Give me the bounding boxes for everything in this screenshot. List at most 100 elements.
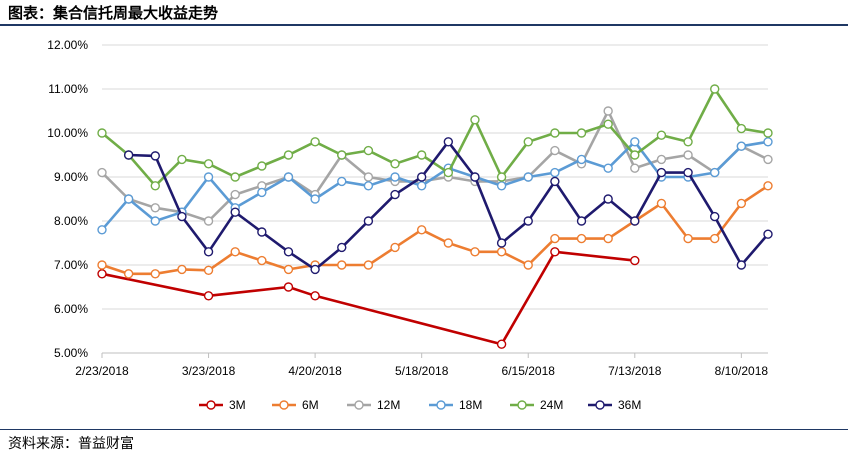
data-point [177,154,187,165]
series-line [101,140,769,231]
data-point [97,225,107,235]
series-line [101,184,769,276]
data-point [496,238,507,248]
data-point [203,247,214,257]
data-point [283,172,294,182]
data-point [257,255,267,266]
data-point [656,167,667,178]
data-point [230,207,240,217]
data-point [630,137,640,147]
data-point [550,233,560,244]
y-tick-label: 12.00% [47,38,88,52]
data-point [363,260,374,270]
x-tick-label: 8/10/2018 [715,364,769,378]
data-point [283,282,294,292]
data-point [603,163,613,173]
data-point [416,181,427,191]
data-point [363,181,374,191]
data-point [763,128,773,138]
series-12m [97,106,773,226]
x-tick-label: 5/18/2018 [395,364,449,378]
data-point [523,137,533,147]
data-point [416,172,427,182]
data-point [576,128,587,138]
data-point [283,247,294,257]
series-36m [123,137,773,275]
data-point [443,167,454,178]
data-point [576,216,587,226]
legend-item-12m: 12M [347,398,400,412]
data-point [257,161,267,171]
x-tick-label: 7/13/2018 [608,364,662,378]
legend-item-3m: 3M [199,398,246,412]
data-point [736,198,747,209]
data-point [576,154,587,165]
data-point [443,137,454,147]
series-24m [97,84,773,191]
legend-marker [279,400,289,410]
data-point [763,154,773,165]
y-tick-label: 8.00% [54,214,88,228]
data-point [550,176,560,187]
source-divider [0,429,848,430]
data-point [123,269,134,279]
data-point [550,145,560,156]
data-point [230,189,240,200]
data-point [496,339,507,349]
data-point [656,198,667,209]
data-point [763,229,773,239]
legend-label: 6M [302,398,319,412]
data-point [630,163,640,173]
data-point [337,176,347,187]
data-point [710,211,720,222]
data-point [283,264,294,275]
data-point [523,172,533,182]
legend-marker [517,400,527,410]
data-point [550,128,560,138]
data-point [363,216,374,226]
data-point [150,151,160,161]
data-point [97,128,107,138]
data-point [177,264,187,275]
data-point [550,247,560,257]
data-point [150,269,160,279]
data-point [203,291,214,301]
legend-label: 3M [229,398,246,412]
data-point [337,260,347,270]
series-6m [97,181,773,279]
data-point [736,141,747,151]
data-point [416,150,427,160]
legend-item-24m: 24M [510,398,563,412]
data-point [656,130,667,140]
data-point [390,189,400,200]
data-point [390,242,400,253]
data-point [683,167,693,178]
data-point [523,260,533,270]
figure-title: 图表：集合信托周最大收益走势 [8,4,219,22]
y-tick-label: 7.00% [54,258,88,272]
legend-item-18m: 18M [429,398,482,412]
data-point [736,260,747,270]
data-point [257,227,267,237]
x-tick-label: 2/23/2018 [75,364,129,378]
data-point [470,247,480,257]
data-point [363,145,374,156]
legend-label: 18M [459,398,482,412]
data-point [203,265,214,275]
data-point [496,172,507,182]
figure-source: 资料来源：普益财富 [8,436,134,452]
data-point [683,233,693,244]
y-tick-label: 11.00% [48,82,88,96]
data-point [710,84,720,94]
data-point [177,211,187,222]
data-point [603,194,613,204]
data-point [603,119,613,129]
data-point [363,172,374,182]
x-tick-label: 6/15/2018 [502,364,556,378]
y-tick-label: 5.00% [54,346,88,360]
legend-marker [436,400,446,410]
data-point [310,194,320,204]
data-point [257,187,267,198]
legend-item-36m: 36M [588,398,641,412]
data-point [123,150,134,160]
